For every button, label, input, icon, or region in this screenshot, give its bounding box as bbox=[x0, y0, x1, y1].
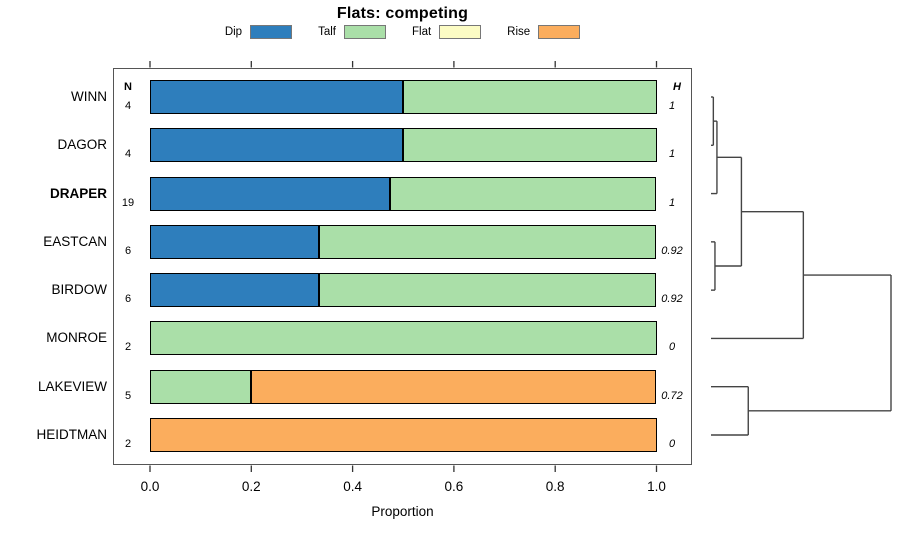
n-value: 6 bbox=[124, 293, 132, 306]
bar-segment-dip bbox=[150, 80, 404, 114]
bar-segment-dip bbox=[150, 273, 319, 308]
legend-item-flat: Flat bbox=[411, 25, 482, 39]
x-tick-label: 0.0 bbox=[140, 479, 160, 494]
h-value: 0.72 bbox=[661, 389, 683, 402]
category-label-eastcan: EASTCAN bbox=[43, 233, 107, 249]
h-value: 1 bbox=[668, 148, 676, 161]
legend-item-rise: Rise bbox=[507, 25, 581, 39]
n-value: 2 bbox=[124, 437, 132, 450]
legend-swatch-rise bbox=[538, 25, 581, 39]
n-value: 2 bbox=[124, 341, 132, 354]
category-label-birdow: BIRDOW bbox=[51, 282, 108, 298]
x-tick-label: 1.0 bbox=[647, 479, 666, 494]
bar-segment-talf bbox=[150, 321, 657, 356]
bar-segment-talf bbox=[150, 369, 252, 404]
n-value: 4 bbox=[124, 148, 132, 161]
bar-segment-dip bbox=[150, 224, 319, 259]
legend-item-dip: Dip bbox=[224, 25, 293, 39]
n-value: 4 bbox=[124, 100, 132, 112]
legend-item-talf: Talf bbox=[318, 25, 386, 39]
legend-label: Rise bbox=[507, 26, 531, 38]
category-label-heidtman: HEIDTMAN bbox=[36, 426, 108, 442]
n-value: 6 bbox=[124, 244, 132, 257]
h-column-header: H bbox=[673, 81, 681, 93]
h-value: 0.92 bbox=[661, 293, 683, 306]
x-axis-title: Proportion bbox=[371, 504, 434, 519]
bar-segment-rise bbox=[150, 417, 657, 452]
legend-label: Flat bbox=[411, 26, 432, 38]
category-label-winn: WINN bbox=[71, 89, 107, 104]
legend-swatch-flat bbox=[439, 25, 482, 39]
bar-segment-talf bbox=[403, 80, 657, 114]
h-value: 0.92 bbox=[661, 244, 683, 257]
legend-swatch-talf bbox=[343, 25, 386, 39]
x-tick-label: 0.2 bbox=[241, 479, 261, 494]
bar-segment-talf bbox=[318, 224, 657, 259]
bar-segment-dip bbox=[150, 128, 404, 163]
legend-swatch-dip bbox=[250, 25, 293, 39]
legend-label: Dip bbox=[224, 26, 243, 38]
n-column-header: N bbox=[124, 81, 132, 93]
bar-segment-talf bbox=[318, 273, 657, 308]
n-value: 19 bbox=[121, 196, 135, 209]
category-label-draper: DRAPER bbox=[49, 185, 107, 201]
legend-label: Talf bbox=[318, 26, 336, 38]
plot-box bbox=[113, 68, 692, 465]
x-tick-label: 0.8 bbox=[545, 479, 565, 494]
h-value: 1 bbox=[668, 100, 676, 112]
x-tick-label: 0.6 bbox=[444, 479, 464, 494]
h-value: 0 bbox=[668, 341, 676, 354]
h-value: 1 bbox=[668, 196, 676, 209]
bar-segment-rise bbox=[251, 369, 657, 404]
bar-segment-talf bbox=[390, 176, 657, 211]
n-value: 5 bbox=[124, 389, 132, 402]
x-tick-label: 0.4 bbox=[343, 479, 362, 494]
legend: Dip Talf Flat Rise bbox=[113, 23, 692, 41]
h-value: 0 bbox=[668, 437, 676, 450]
category-label-monroe: MONROE bbox=[46, 330, 107, 346]
bar-segment-dip bbox=[150, 176, 391, 211]
chart-title: Flats: competing bbox=[336, 5, 469, 22]
category-label-dagor: DAGOR bbox=[57, 137, 107, 153]
category-label-lakeview: LAKEVIEW bbox=[37, 378, 107, 394]
bar-segment-talf bbox=[403, 128, 657, 163]
